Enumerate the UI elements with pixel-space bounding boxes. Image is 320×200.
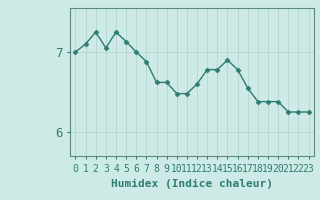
X-axis label: Humidex (Indice chaleur): Humidex (Indice chaleur) bbox=[111, 179, 273, 189]
